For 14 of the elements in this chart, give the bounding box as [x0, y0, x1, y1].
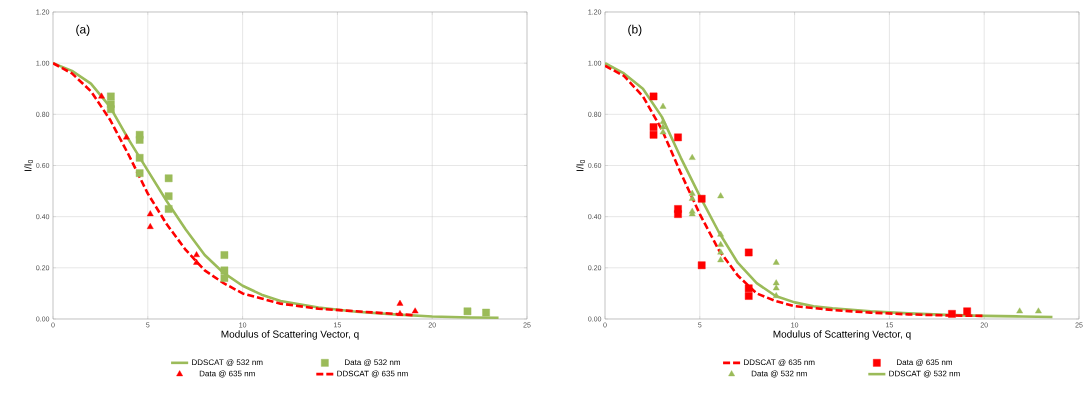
x-axis-title: Modulus of Scattering Vector, q: [221, 330, 359, 340]
y-axis-title: I/I$_{0}$: [24, 159, 33, 171]
legend-label: Data @ 635 nm: [199, 370, 255, 378]
legend-label: Data @ 532 nm: [345, 359, 400, 367]
legend-label: Data @ 635 nm: [897, 359, 952, 367]
legend-label: DDSCAT @ 635 nm: [337, 370, 408, 378]
annotation: (a): [76, 24, 90, 36]
legend-label: DDSCAT @ 635 nm: [744, 359, 815, 367]
legend-label: DDSCAT @ 532 nm: [889, 370, 960, 378]
x-axis-title: Modulus of Scattering Vector, q: [773, 330, 911, 340]
legend-label: Data @ 532 nm: [751, 370, 807, 378]
y-axis-title: I/I$_{0}$: [576, 159, 585, 171]
annotation: (b): [628, 24, 642, 36]
legend-label: DDSCAT @ 532 nm: [192, 359, 263, 367]
